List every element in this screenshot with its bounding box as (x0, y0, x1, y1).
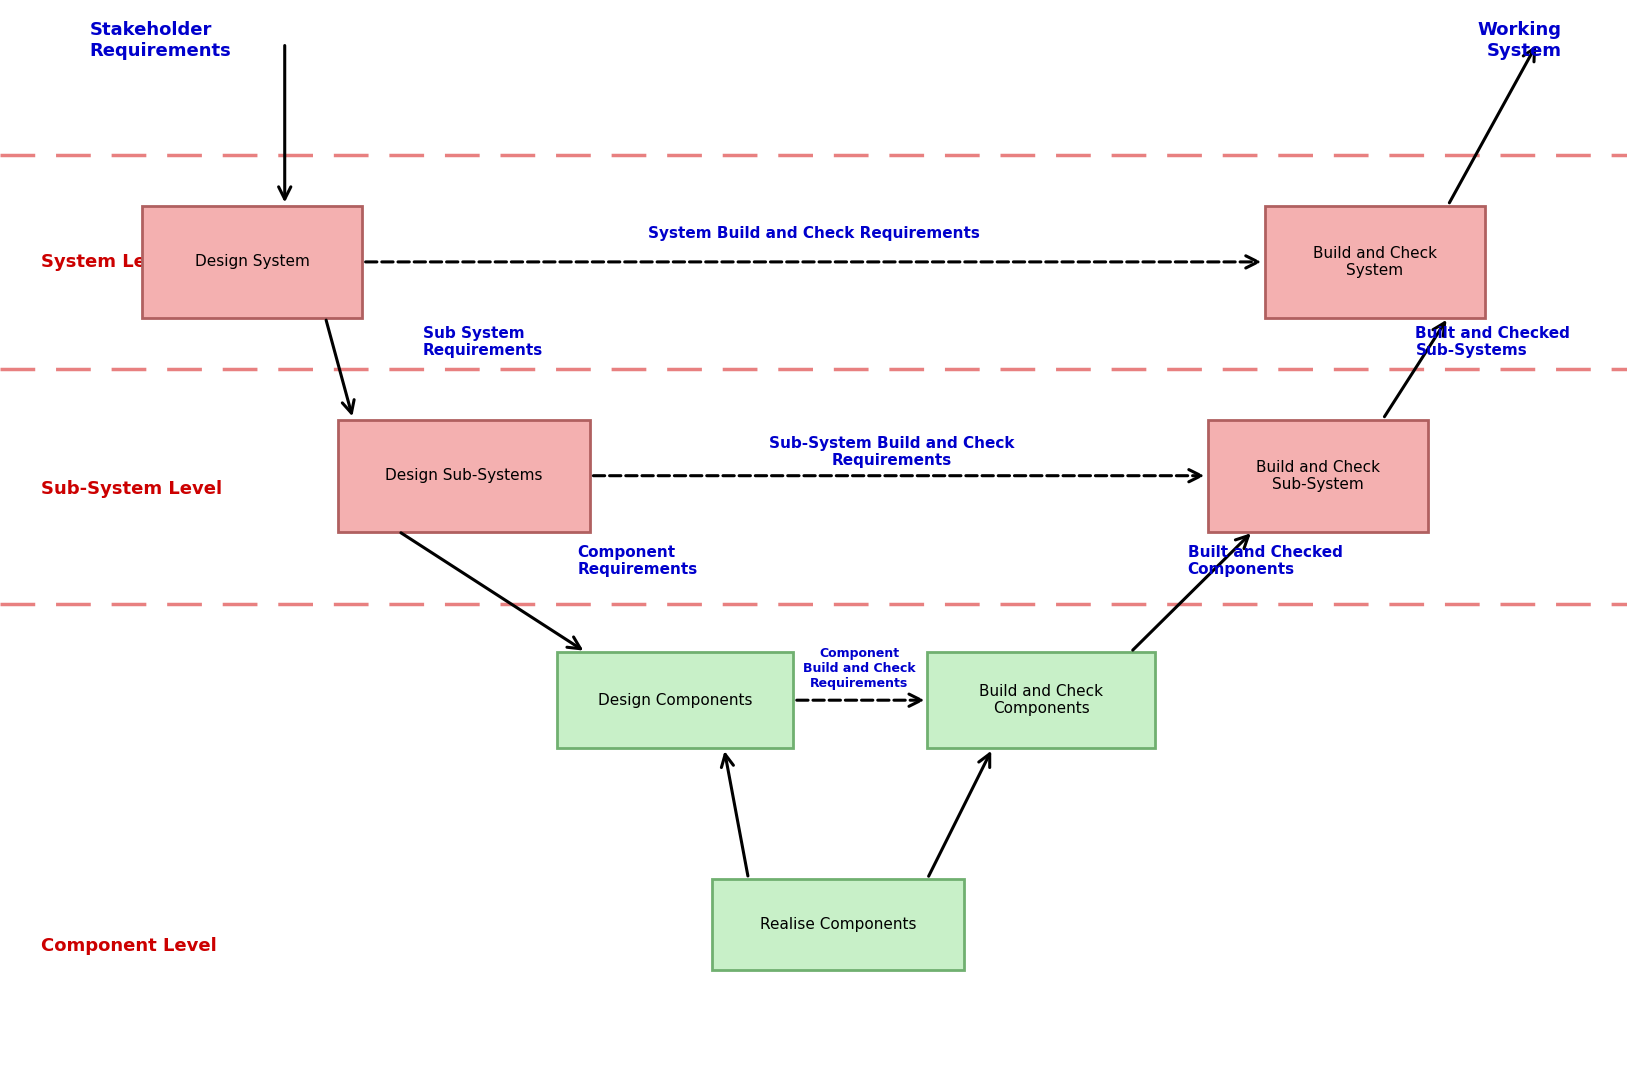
FancyBboxPatch shape (711, 879, 963, 971)
Text: Stakeholder
Requirements: Stakeholder Requirements (89, 21, 231, 60)
Text: Built and Checked
Sub-Systems: Built and Checked Sub-Systems (1415, 326, 1570, 358)
FancyBboxPatch shape (1264, 205, 1484, 319)
Text: Design System: Design System (195, 254, 309, 269)
FancyBboxPatch shape (337, 419, 589, 531)
Text: Component Level: Component Level (41, 938, 216, 955)
Text: Component
Requirements: Component Requirements (578, 545, 698, 577)
FancyBboxPatch shape (556, 652, 792, 748)
FancyBboxPatch shape (1207, 419, 1429, 531)
Text: Design Components: Design Components (599, 693, 752, 708)
Text: Sub System
Requirements: Sub System Requirements (423, 326, 543, 358)
Text: Build and Check
Sub-System: Build and Check Sub-System (1256, 460, 1380, 492)
Text: Design Sub-Systems: Design Sub-Systems (386, 468, 542, 483)
FancyBboxPatch shape (143, 205, 361, 319)
Text: Build and Check
Components: Build and Check Components (979, 684, 1103, 716)
Text: Realise Components: Realise Components (760, 917, 916, 932)
Text: Build and Check
System: Build and Check System (1313, 246, 1437, 278)
Text: Sub-System Build and Check
Requirements: Sub-System Build and Check Requirements (770, 436, 1014, 468)
Text: Built and Checked
Components: Built and Checked Components (1188, 545, 1342, 577)
Text: Sub-System Level: Sub-System Level (41, 480, 221, 497)
Text: Component
Build and Check
Requirements: Component Build and Check Requirements (802, 647, 916, 690)
FancyBboxPatch shape (927, 652, 1155, 748)
Text: System Level: System Level (41, 253, 176, 270)
Text: System Build and Check Requirements: System Build and Check Requirements (648, 226, 979, 241)
Text: Working
System: Working System (1477, 21, 1562, 60)
